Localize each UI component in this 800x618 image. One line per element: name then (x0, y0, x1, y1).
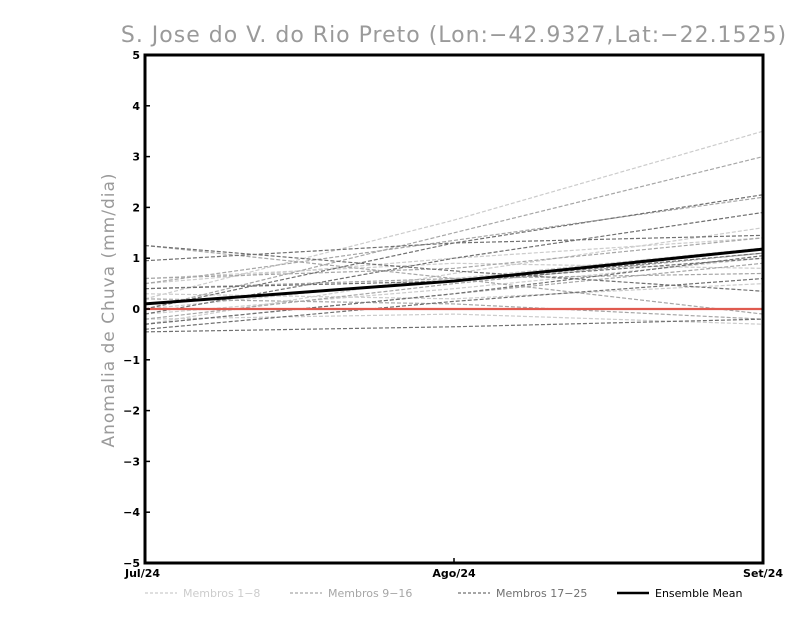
member-line-g1-5 (144, 313, 764, 325)
y-tick-label: 4 (132, 100, 140, 113)
x-tick-label: Jul/24 (124, 567, 160, 580)
member-line-g2-6 (144, 237, 764, 280)
y-axis-ticks: −5 −4 −3 −2 −1 0 1 2 3 4 5 (123, 49, 150, 570)
member-line-g2-1 (144, 156, 764, 310)
x-tick-label: Set/24 (743, 567, 783, 580)
member-line-g2-4 (144, 298, 764, 320)
member-line-g3-9 (144, 255, 764, 325)
x-tick-label: Ago/24 (432, 567, 476, 580)
member-line-g3-4 (144, 318, 764, 333)
member-line-g2-5 (144, 252, 764, 320)
y-axis-label: Anomalia de Chuva (mm/dia) (99, 172, 119, 447)
member-lines (144, 130, 764, 333)
y-tick-label: −3 (123, 455, 140, 468)
y-tick-label: 1 (132, 252, 140, 265)
member-line-g2-2 (144, 196, 764, 285)
y-tick-label: −5 (123, 557, 140, 570)
y-tick-label: −1 (123, 354, 140, 367)
legend-label: Membros 17−25 (496, 587, 587, 600)
member-line-g2-8 (144, 272, 764, 290)
y-tick-label: 2 (132, 201, 140, 214)
member-line-g3-8 (144, 234, 764, 310)
member-line-g3-6 (144, 277, 764, 330)
y-tick-label: 0 (132, 303, 140, 316)
legend-label: Membros 9−16 (328, 587, 412, 600)
member-line-g1-4 (144, 247, 764, 310)
member-line-g2-3 (144, 244, 764, 315)
chart-title: S. Jose do V. do Rio Preto (Lon:−42.9327… (121, 23, 787, 48)
member-line-g3-1 (144, 194, 764, 262)
member-line-g1-1 (144, 130, 764, 300)
legend-label: Membros 1−8 (183, 587, 260, 600)
y-tick-label: 3 (132, 151, 140, 164)
ensemble-mean-line (144, 247, 764, 306)
y-tick-label: 5 (132, 49, 140, 62)
legend-label: Ensemble Mean (655, 587, 742, 600)
legend: Membros 1−8 Membros 9−16 Membros 17−25 Ense… (145, 587, 742, 600)
member-line-g1-2 (144, 237, 764, 285)
ensemble-mean (144, 247, 764, 306)
member-line-g3-5 (144, 244, 764, 292)
y-tick-label: −2 (123, 405, 140, 418)
y-tick-label: −4 (123, 506, 140, 519)
member-line-g1-6 (144, 262, 764, 280)
x-axis-ticks: Jul/24 Ago/24 Set/24 (124, 558, 783, 580)
